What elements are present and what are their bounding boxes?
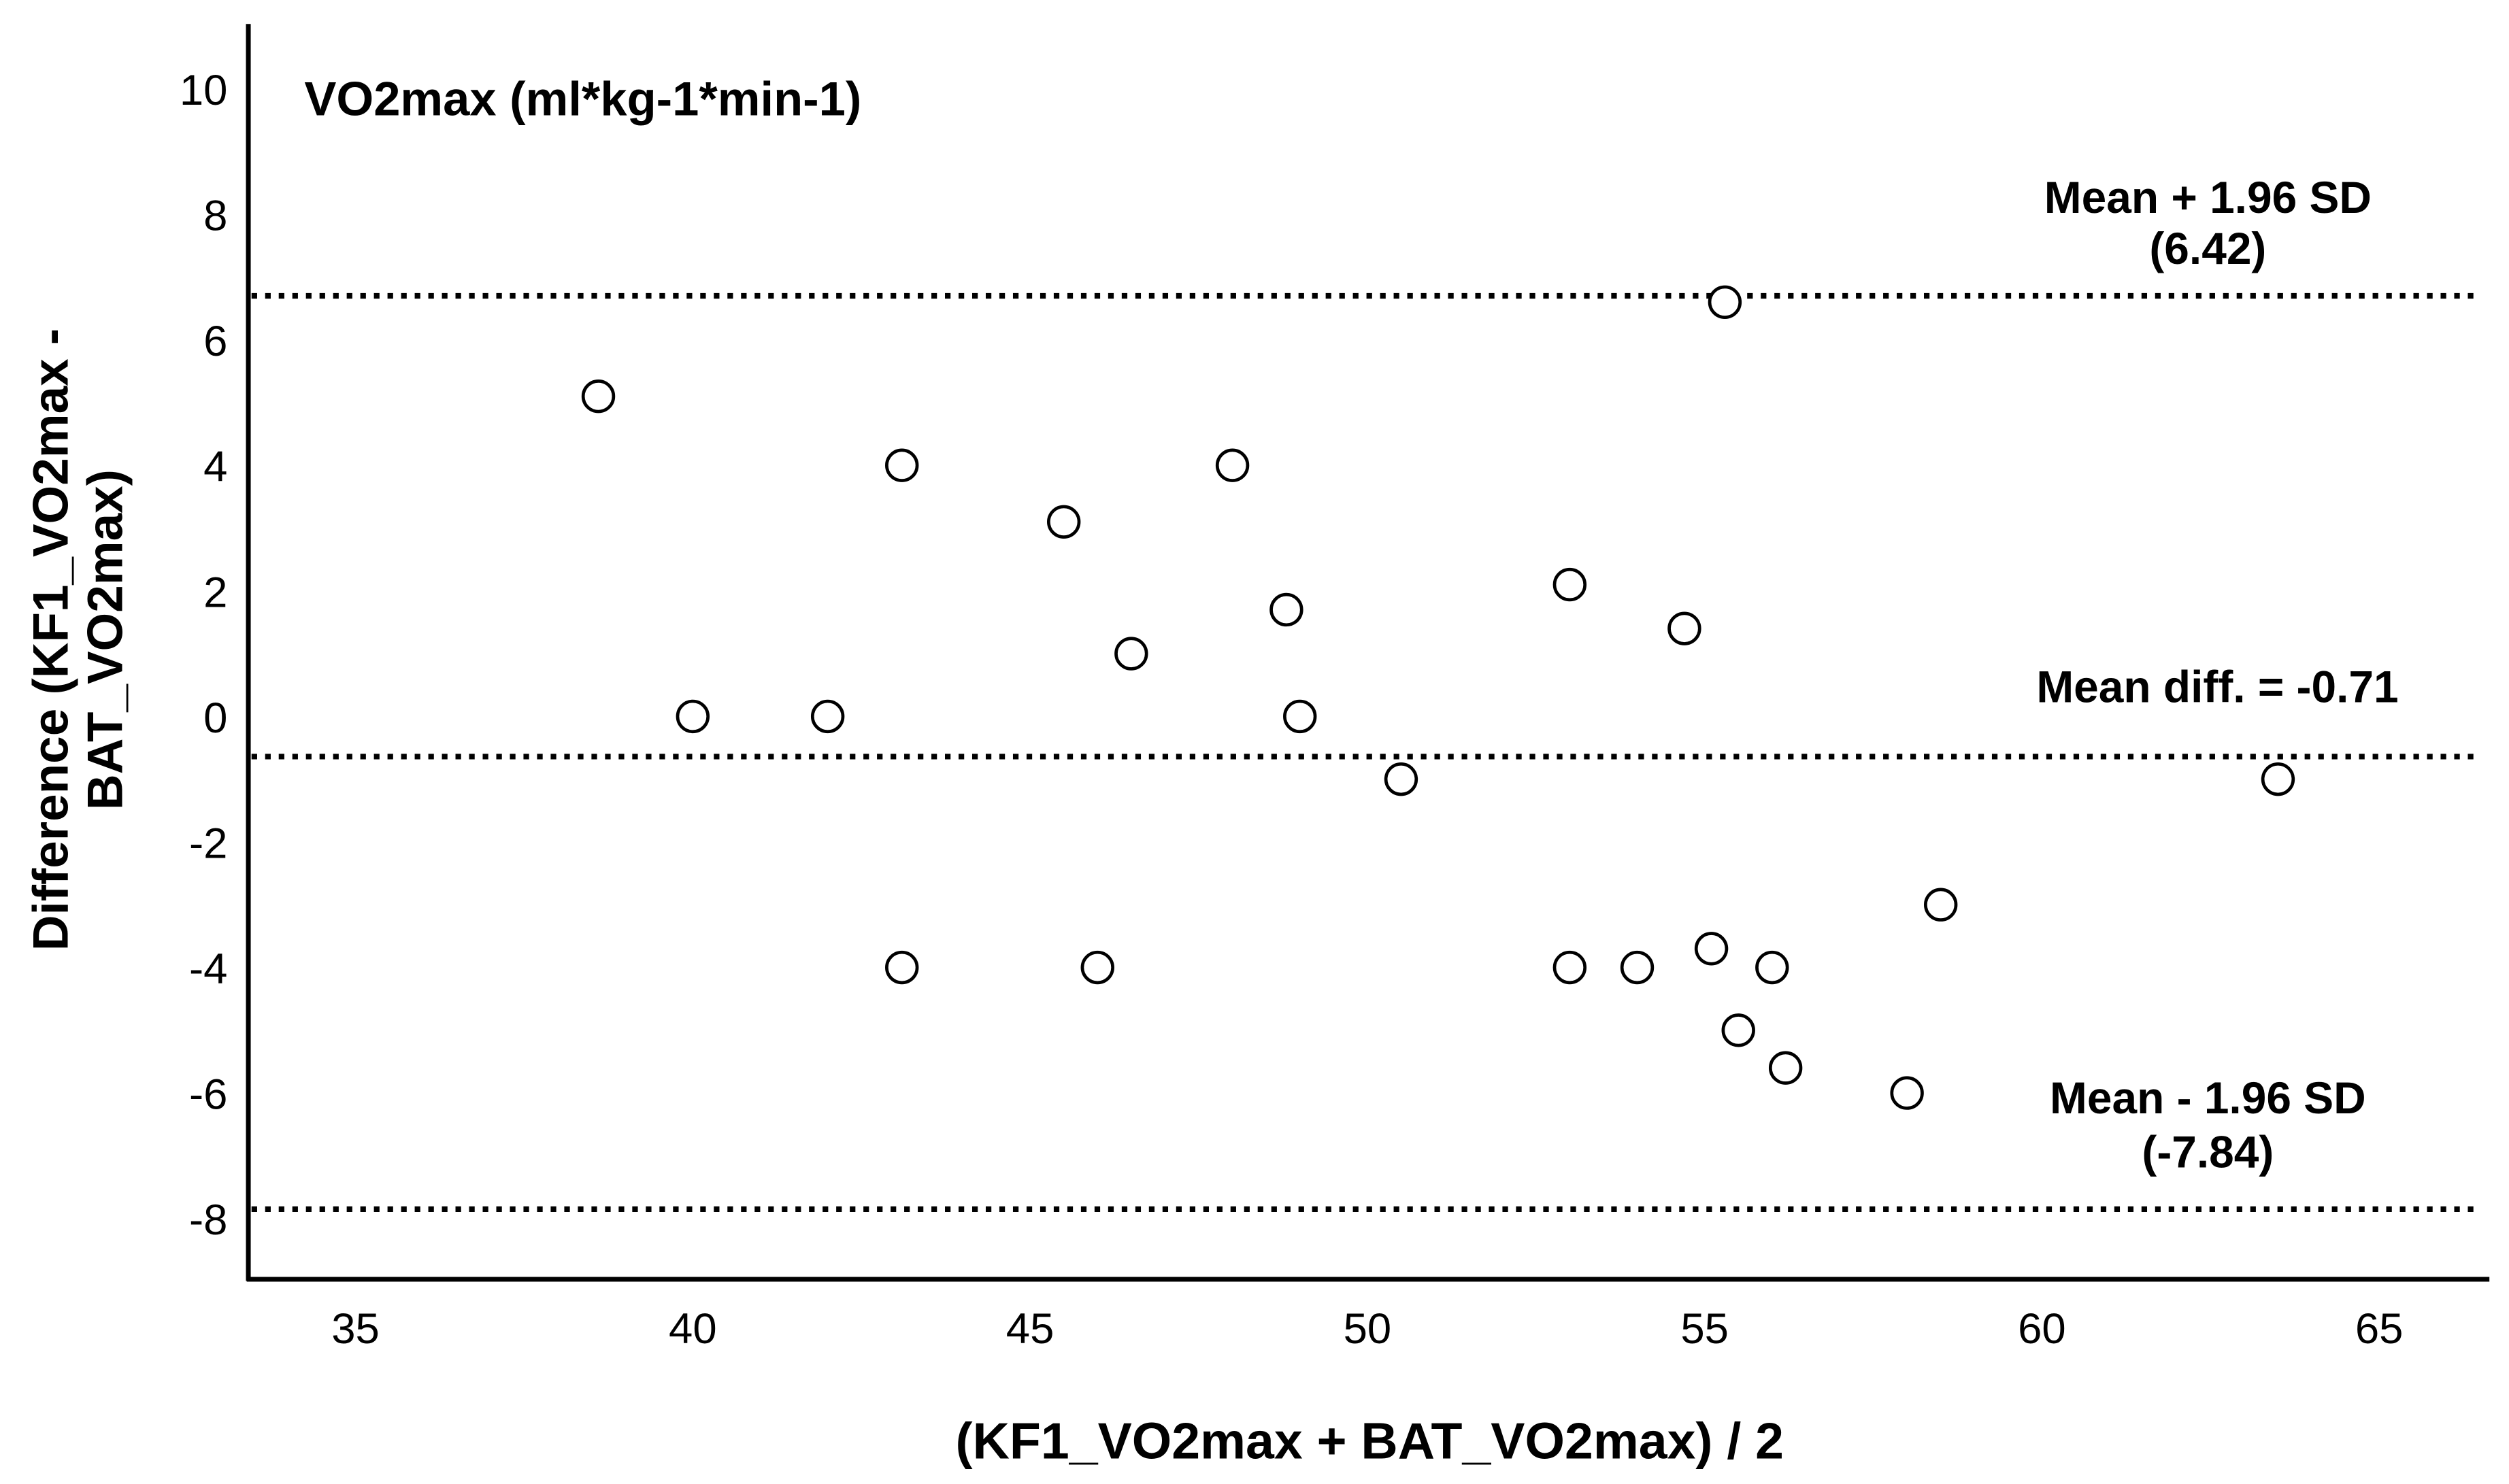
y-tick-label: -8 bbox=[189, 1196, 227, 1244]
data-point bbox=[1620, 950, 1655, 985]
y-tick-label: 4 bbox=[203, 443, 227, 491]
y-tick-label: 0 bbox=[203, 694, 227, 742]
x-tick-label: 45 bbox=[1006, 1305, 1054, 1353]
data-point bbox=[676, 699, 710, 734]
data-point bbox=[1047, 505, 1081, 539]
data-point bbox=[1768, 1051, 1803, 1085]
data-point bbox=[1552, 567, 1587, 602]
y-tick-label: 10 bbox=[180, 67, 228, 114]
y-axis-label-line1: Difference (KF1_VO2max - bbox=[23, 328, 78, 951]
data-point bbox=[1890, 1076, 1924, 1110]
y-axis-label-line2: BAT_VO2max) bbox=[78, 469, 133, 810]
data-point bbox=[2261, 762, 2295, 796]
data-point bbox=[1924, 888, 1958, 922]
x-tick-label: 55 bbox=[1680, 1305, 1729, 1353]
data-point bbox=[1080, 950, 1114, 985]
y-tick-label: 8 bbox=[203, 192, 227, 240]
upper-loa-value: (6.42) bbox=[2149, 223, 2266, 273]
lower-loa-label: Mean - 1.96 SD bbox=[2050, 1073, 2366, 1123]
y-tick-label: -2 bbox=[189, 820, 227, 867]
data-point bbox=[1384, 762, 1418, 796]
data-point bbox=[1215, 448, 1250, 482]
data-point bbox=[885, 950, 919, 985]
x-tick-label: 40 bbox=[669, 1305, 717, 1353]
data-point bbox=[885, 448, 919, 482]
data-point bbox=[581, 380, 616, 414]
data-point bbox=[1114, 637, 1148, 671]
y-tick-label: 6 bbox=[203, 318, 227, 365]
x-tick-label: 35 bbox=[331, 1305, 380, 1353]
upper-loa-label: Mean + 1.96 SD bbox=[2044, 172, 2372, 222]
data-point bbox=[1283, 699, 1317, 734]
data-point bbox=[1667, 611, 1701, 645]
chart-title: VO2max (ml*kg-1*min-1) bbox=[304, 71, 861, 125]
x-tick-label: 50 bbox=[1344, 1305, 1392, 1353]
mean-diff-label: Mean diff. = -0.71 bbox=[2036, 661, 2398, 711]
data-point bbox=[1269, 592, 1303, 627]
data-point bbox=[810, 699, 845, 734]
data-point bbox=[1694, 932, 1729, 966]
data-point bbox=[1755, 950, 1789, 985]
lower-loa-value: (-7.84) bbox=[2142, 1127, 2274, 1177]
x-tick-label: 60 bbox=[2018, 1305, 2066, 1353]
data-point bbox=[1552, 950, 1587, 985]
x-tick-label: 65 bbox=[2355, 1305, 2404, 1353]
y-tick-label: 2 bbox=[203, 569, 227, 616]
data-point bbox=[1721, 1013, 1755, 1047]
y-tick-label: -4 bbox=[189, 945, 227, 993]
x-axis-label: (KF1_VO2max + BAT_VO2max) / 2 bbox=[956, 1412, 1784, 1469]
data-point bbox=[1708, 285, 1742, 319]
y-tick-label: -6 bbox=[189, 1071, 227, 1119]
